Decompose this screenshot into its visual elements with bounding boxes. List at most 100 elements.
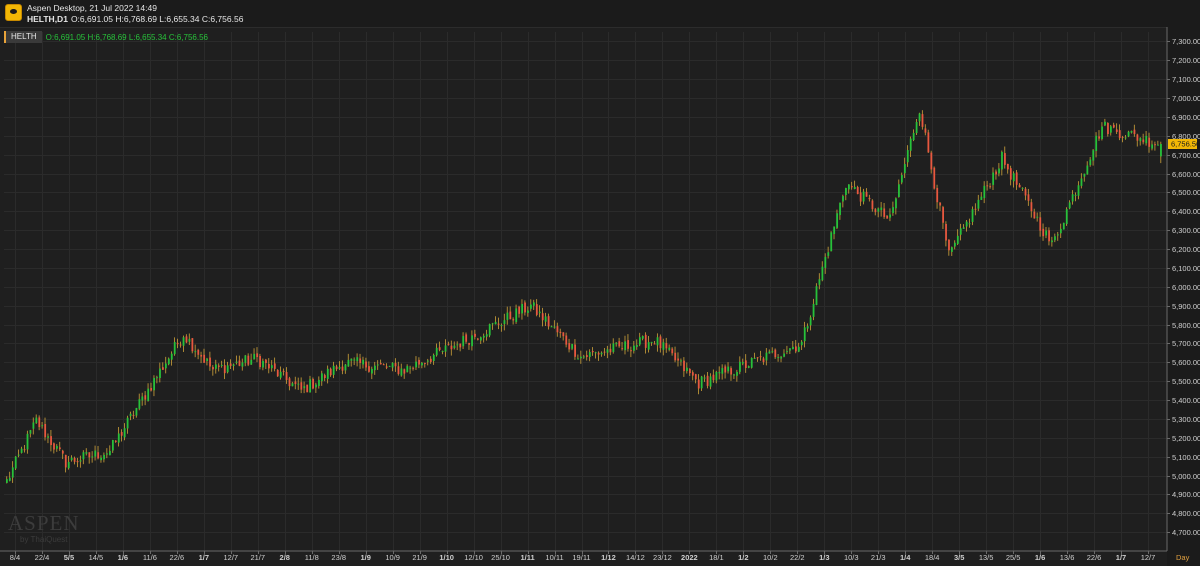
candle-body	[900, 175, 903, 183]
candle-body	[232, 364, 235, 366]
candle	[1062, 222, 1065, 230]
candle-body	[962, 227, 965, 229]
candle	[453, 341, 456, 350]
candle	[956, 229, 959, 246]
candle-body	[500, 325, 503, 327]
candle	[406, 364, 409, 373]
candle	[1068, 200, 1071, 210]
candle	[415, 356, 418, 371]
candle-body	[1059, 228, 1062, 234]
candle	[391, 362, 394, 372]
time-tick-label: 10/9	[385, 553, 400, 562]
candle	[235, 355, 238, 365]
candle-body	[138, 399, 141, 409]
candle-body	[1124, 137, 1127, 139]
timeframe-label[interactable]: Day	[1176, 553, 1190, 562]
candle	[1059, 223, 1062, 238]
candle-body	[185, 336, 188, 343]
candle-body	[603, 351, 606, 353]
candle-body	[627, 340, 629, 349]
candle-body	[556, 326, 559, 333]
candle	[350, 358, 353, 367]
candle-body	[32, 422, 35, 429]
candle	[300, 377, 303, 394]
price-tick-label: 5,400.00	[1172, 396, 1200, 405]
candle	[82, 450, 85, 465]
time-tick-label: 18/4	[925, 553, 940, 562]
candle-body	[1127, 131, 1130, 137]
candle	[730, 366, 733, 381]
candle	[630, 346, 632, 358]
price-tick-label: 4,900.00	[1172, 490, 1200, 499]
candle	[1042, 223, 1045, 241]
candle	[1039, 211, 1042, 237]
candle-body	[1157, 144, 1159, 146]
candle-body	[730, 368, 733, 375]
candle-body	[100, 457, 103, 461]
candle-body	[650, 341, 653, 343]
candle-body	[898, 184, 900, 198]
price-chart[interactable]: 4,700.00 4,800.00 4,900.00 5,000.00 5,100.00…	[0, 27, 1200, 566]
candle-body	[980, 196, 983, 200]
candle	[444, 339, 447, 357]
candle-body	[376, 364, 379, 366]
candle	[715, 370, 718, 384]
price-tick-label: 5,600.00	[1172, 358, 1200, 367]
candle	[883, 203, 886, 219]
app-logo-icon[interactable]	[5, 4, 22, 21]
time-axis: 8/4 22/4 5/5 14/5 1/6 11/6 22/6 1/7 12/7 21/7 2/8 1…	[0, 550, 1190, 562]
candle	[253, 348, 256, 360]
candle-body	[47, 436, 50, 438]
candle-body	[777, 357, 780, 359]
candle-body	[17, 454, 20, 456]
candle-body	[583, 356, 585, 358]
candle-body	[630, 350, 632, 352]
candle-body	[571, 344, 574, 349]
candle	[550, 325, 553, 328]
candle-body	[297, 383, 300, 385]
candle	[465, 332, 468, 344]
candle-body	[992, 172, 995, 185]
candle	[191, 338, 194, 354]
legend-symbol[interactable]: HELTH	[4, 31, 42, 43]
candle-body	[612, 343, 615, 352]
candle-body	[106, 453, 108, 455]
candle	[768, 349, 771, 354]
time-tick-label: 5/5	[64, 553, 74, 562]
candle	[600, 351, 603, 357]
candle-body	[382, 364, 385, 366]
candle-body	[26, 433, 29, 450]
candle	[226, 361, 229, 374]
candle	[874, 207, 877, 216]
candle	[571, 343, 574, 351]
candle	[26, 430, 29, 454]
candle-body	[368, 366, 370, 372]
candle-body	[565, 335, 568, 345]
candle	[197, 348, 200, 360]
candle-body	[1136, 134, 1139, 141]
time-tick-label: 25/5	[1006, 553, 1021, 562]
candle	[344, 363, 347, 374]
price-tick-label: 4,700.00	[1172, 528, 1200, 537]
candle	[889, 208, 892, 222]
candle	[689, 368, 691, 376]
candle	[309, 375, 312, 393]
time-tick-label: 1/2	[738, 553, 748, 562]
candle	[721, 364, 724, 380]
price-tick-label: 6,800.00	[1172, 132, 1200, 141]
candle-body	[426, 360, 429, 362]
candle-body	[942, 207, 944, 223]
candle	[1139, 137, 1142, 146]
candle-body	[323, 375, 326, 378]
price-axis-background	[1167, 27, 1200, 566]
candle-body	[836, 213, 839, 228]
candle-body	[674, 352, 677, 361]
candle-body	[892, 207, 894, 214]
candle-body	[591, 350, 594, 353]
candle-body	[1065, 209, 1068, 224]
symbol-ohlc-line: HELTH,D1 O:6,691.05 H:6,768.69 L:6,655.34…	[27, 14, 243, 24]
time-tick-label: 13/6	[1060, 553, 1075, 562]
candle-body	[282, 370, 285, 372]
time-tick-label: 23/12	[653, 553, 672, 562]
candle-body	[727, 366, 730, 372]
